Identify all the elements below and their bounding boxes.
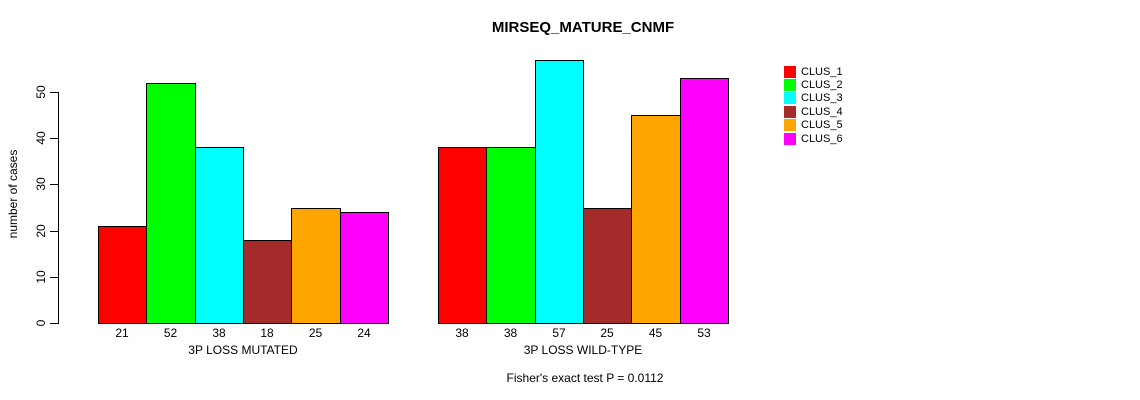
bar-value-label: 53 [697,326,711,340]
y-axis-tick [50,184,58,185]
y-axis-label: number of cases [6,149,20,239]
bar-clus_5-2 [631,115,681,324]
bar-clus_2-2 [486,147,536,324]
legend: CLUS_1 CLUS_2 CLUS_3 CLUS_4 CLUS_5 CLUS_6 [784,65,843,145]
bar-value-label: 21 [115,326,129,340]
bar-value-label: 24 [357,326,371,340]
bar-clus_4-2 [583,208,632,324]
legend-label: CLUS_4 [801,105,843,118]
bar-clus_6-2 [680,78,729,324]
bar-value-label: 38 [503,326,518,340]
y-tick-label: 30 [34,177,48,191]
legend-swatch [784,92,796,105]
category-label: 3P LOSS WILD-TYPE [523,343,643,357]
y-axis-tick [50,231,58,232]
legend-entry-clus_5: CLUS_5 [784,119,843,132]
bar-clus_2-1 [146,83,196,324]
y-tick-label: 10 [34,270,48,284]
legend-label: CLUS_2 [801,79,843,92]
legend-swatch [784,79,796,92]
legend-swatch [784,132,796,145]
y-axis-tick [50,277,58,278]
legend-swatch [784,65,796,78]
legend-entry-clus_6: CLUS_6 [784,132,843,145]
y-tick-label: 0 [34,319,48,327]
bar-value-label: 45 [648,326,663,340]
legend-entry-clus_2: CLUS_2 [784,78,843,92]
legend-label: CLUS_3 [801,92,843,105]
legend-entry-clus_1: CLUS_1 [784,65,843,78]
legend-entry-clus_3: CLUS_3 [784,92,843,105]
y-axis-tick [50,92,58,93]
legend-label: CLUS_1 [801,65,843,78]
bar-clus_4-1 [243,240,292,324]
bar-clus_1-2 [438,147,487,324]
fisher-test-annotation: Fisher's exact test P = 0.0112 [506,371,664,385]
bar-value-label: 25 [308,326,323,340]
y-tick-label: 40 [34,131,48,145]
legend-label: CLUS_6 [801,132,843,145]
legend-swatch [784,105,796,118]
y-tick-label: 50 [34,85,48,99]
legend-entry-clus_4: CLUS_4 [784,105,843,118]
bar-value-label: 38 [212,326,226,340]
y-axis-line [58,92,59,324]
bar-clus_5-1 [291,208,341,324]
bar-value-label: 25 [600,326,614,340]
category-label: 3P LOSS MUTATED [188,343,298,357]
bar-value-label: 52 [163,326,178,340]
y-axis-tick [50,138,58,139]
bar-clus_3-2 [535,60,584,324]
bar-clus_3-1 [195,147,244,324]
bar-value-label: 18 [260,326,274,340]
bar-clus_6-1 [340,212,389,324]
y-axis-tick [50,323,58,324]
bar-clus_1-1 [98,226,147,324]
bar-value-label: 57 [552,326,566,340]
bar-value-label: 38 [455,326,469,340]
legend-swatch [784,119,796,132]
legend-label: CLUS_5 [801,119,843,132]
y-tick-label: 20 [34,224,48,238]
chart-title: MIRSEQ_MATURE_CNMF [491,19,675,36]
